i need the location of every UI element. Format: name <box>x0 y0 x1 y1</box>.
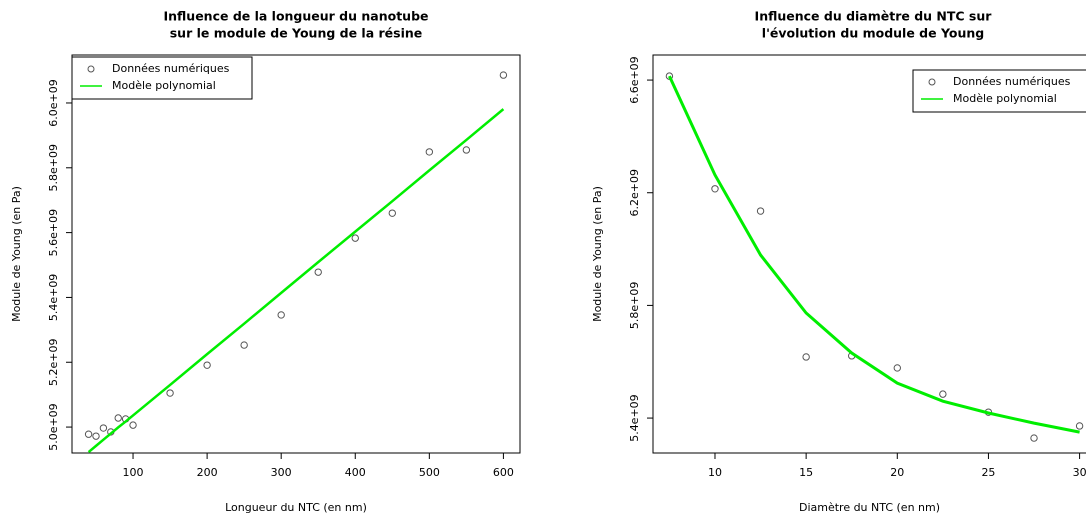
y-tick-label: 5.0e+09 <box>47 403 60 450</box>
y-tick-label: 6.0e+09 <box>47 79 60 126</box>
data-point <box>351 234 359 242</box>
legend-label: Données numériques <box>112 62 230 75</box>
legend-point <box>928 78 936 86</box>
plot-box <box>652 54 1086 454</box>
data-point <box>99 424 108 432</box>
data-point <box>893 364 901 372</box>
x-axis-label: Diamètre du NTC (en nm) <box>799 501 940 514</box>
y-tick-label: 5.8e+09 <box>628 282 641 329</box>
x-tick-label: 300 <box>271 466 292 479</box>
data-point <box>92 432 100 440</box>
data-point <box>939 390 947 398</box>
y-tick-label: 5.8e+09 <box>47 144 60 191</box>
y-tick-label: 6.6e+09 <box>628 56 641 103</box>
data-point <box>1075 422 1084 430</box>
legend-label: Données numériques <box>953 75 1071 88</box>
model-line <box>668 75 1080 434</box>
data-point <box>203 361 211 369</box>
y-tick-label: 6.2e+09 <box>628 169 641 216</box>
chart-title: Influence du diamètre du NTC sur <box>755 9 993 24</box>
data-point <box>129 421 137 429</box>
y-axis-label: Module de Young (en Pa) <box>591 186 604 322</box>
data-point <box>84 430 93 438</box>
data-point <box>499 71 508 79</box>
legend-point <box>87 65 95 73</box>
data-point <box>240 341 248 349</box>
data-point <box>711 185 719 193</box>
data-point <box>314 268 322 276</box>
x-tick-label: 200 <box>197 466 218 479</box>
x-tick-label: 600 <box>493 466 514 479</box>
x-tick-label: 400 <box>345 466 366 479</box>
y-axis-label: Module de Young (en Pa) <box>10 186 23 322</box>
data-point <box>756 207 765 215</box>
data-point <box>1030 434 1038 442</box>
y-tick-label: 5.2e+09 <box>47 339 60 386</box>
data-point <box>388 209 396 217</box>
chart-title: l'évolution du module de Young <box>762 26 984 41</box>
y-tick-label: 5.4e+09 <box>628 394 641 441</box>
x-tick-label: 20 <box>890 466 904 479</box>
data-point <box>277 311 285 319</box>
model-line <box>87 108 505 453</box>
data-point <box>166 389 174 397</box>
x-tick-label: 15 <box>799 466 813 479</box>
y-tick-label: 5.4e+09 <box>47 274 60 321</box>
x-tick-label: 10 <box>708 466 722 479</box>
legend-box <box>71 56 253 100</box>
x-tick-label: 500 <box>419 466 440 479</box>
x-tick-label: 30 <box>1073 466 1086 479</box>
legend-label: Modèle polynomial <box>953 92 1057 105</box>
chart-title: sur le module de Young de la résine <box>170 26 423 41</box>
data-point <box>802 353 810 361</box>
y-tick-label: 5.6e+09 <box>47 209 60 256</box>
x-tick-label: 100 <box>123 466 144 479</box>
legend-box <box>912 69 1086 113</box>
x-axis-label: Longueur du NTC (en nm) <box>225 501 367 514</box>
data-point <box>425 148 434 156</box>
plot-box <box>71 54 521 454</box>
legend-label: Modèle polynomial <box>112 79 216 92</box>
x-tick-label: 25 <box>981 466 995 479</box>
data-point <box>114 414 122 422</box>
data-point <box>462 146 471 154</box>
chart-title: Influence de la longueur du nanotube <box>163 9 428 24</box>
